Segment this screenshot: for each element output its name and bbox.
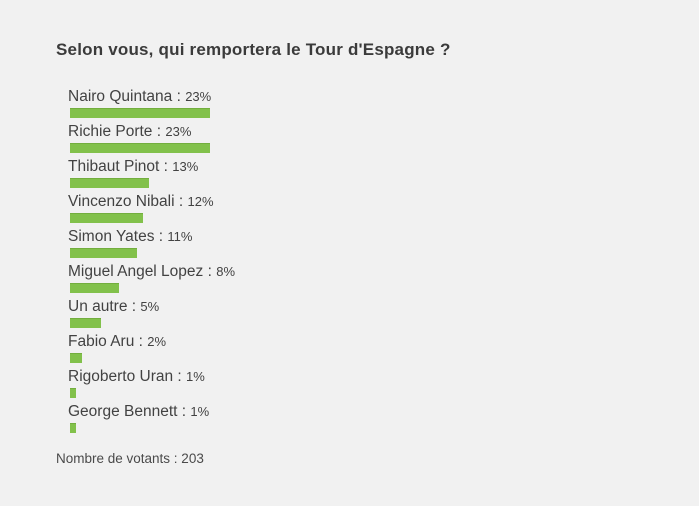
poll-option-label: Rigoberto Uran : 1% <box>68 368 679 385</box>
vote-bar <box>70 248 138 258</box>
vote-bar <box>70 318 101 328</box>
vote-percentage: 1% <box>186 369 205 384</box>
candidate-name: Miguel Angel Lopez <box>68 263 204 280</box>
label-separator: : <box>173 368 187 385</box>
label-separator: : <box>203 263 217 280</box>
poll-option-label: George Bennett : 1% <box>68 403 679 420</box>
label-separator: : <box>159 158 173 175</box>
candidate-name: Richie Porte <box>68 123 153 140</box>
vote-percentage: 1% <box>190 404 210 419</box>
vote-bar <box>70 213 144 223</box>
vote-percentage: 23% <box>165 124 192 139</box>
label-separator: : <box>154 228 168 245</box>
vote-bar <box>70 108 211 118</box>
poll-result-row: Simon Yates : 11% <box>68 228 679 258</box>
poll-result-row: Un autre : 5% <box>68 298 679 328</box>
candidate-name: George Bennett <box>68 403 178 420</box>
poll-votes-count: Nombre de votants : 203 <box>56 451 204 466</box>
label-separator: : <box>127 298 141 315</box>
vote-percentage: 2% <box>147 334 167 349</box>
vote-percentage: 8% <box>216 264 236 279</box>
poll-result-row: Rigoberto Uran : 1% <box>68 368 679 398</box>
poll-option-label: Nairo Quintana : 23% <box>68 88 679 105</box>
poll-result-row: Richie Porte : 23% <box>68 123 679 153</box>
label-separator: : <box>177 403 191 420</box>
poll-option-label: Vincenzo Nibali : 12% <box>68 193 679 210</box>
poll-result-row: Miguel Angel Lopez : 8% <box>68 263 679 293</box>
candidate-name: Simon Yates <box>68 228 155 245</box>
poll-results-list: Nairo Quintana : 23% Richie Porte : 23% … <box>68 88 679 433</box>
candidate-name: Rigoberto Uran <box>68 368 174 385</box>
candidate-name: Nairo Quintana <box>68 88 173 105</box>
poll-result-row: Fabio Aru : 2% <box>68 333 679 363</box>
poll-result-row: Vincenzo Nibali : 12% <box>68 193 679 223</box>
poll-question-title: Selon vous, qui remportera le Tour d'Esp… <box>56 40 451 59</box>
vote-percentage: 11% <box>167 229 193 244</box>
poll-option-label: Un autre : 5% <box>68 298 679 315</box>
label-separator: : <box>172 88 186 105</box>
vote-bar <box>70 143 211 153</box>
poll-result-row: Nairo Quintana : 23% <box>68 88 679 118</box>
candidate-name: Thibaut Pinot <box>68 158 160 175</box>
poll-option-label: Richie Porte : 23% <box>68 123 679 140</box>
candidate-name: Vincenzo Nibali <box>68 193 175 210</box>
label-separator: : <box>134 333 148 350</box>
poll-option-label: Fabio Aru : 2% <box>68 333 679 350</box>
poll-option-label: Simon Yates : 11% <box>68 228 679 245</box>
poll-option-label: Thibaut Pinot : 13% <box>68 158 679 175</box>
vote-percentage: 13% <box>172 159 199 174</box>
candidate-name: Un autre <box>68 298 128 315</box>
label-separator: : <box>152 123 166 140</box>
vote-bar <box>70 423 77 433</box>
candidate-name: Fabio Aru <box>68 333 135 350</box>
vote-bar <box>70 283 119 293</box>
vote-bar <box>70 178 150 188</box>
vote-bar <box>70 388 77 398</box>
poll-option-label: Miguel Angel Lopez : 8% <box>68 263 679 280</box>
label-separator: : <box>174 193 188 210</box>
poll-result-row: Thibaut Pinot : 13% <box>68 158 679 188</box>
vote-percentage: 5% <box>140 299 160 314</box>
vote-percentage: 23% <box>185 89 212 104</box>
poll-widget: Selon vous, qui remportera le Tour d'Esp… <box>56 40 679 466</box>
vote-bar <box>70 353 83 363</box>
poll-result-row: George Bennett : 1% <box>68 403 679 433</box>
vote-percentage: 12% <box>187 194 214 209</box>
